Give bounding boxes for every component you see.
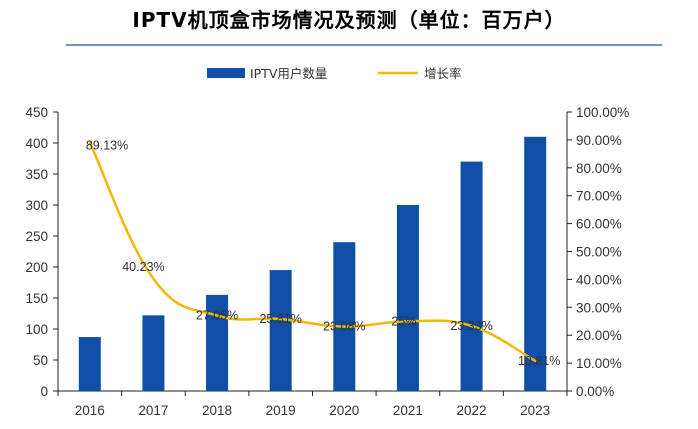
- bar-2023: [524, 136, 547, 391]
- bar-2020: [333, 242, 356, 391]
- x-tick-label: 2021: [393, 403, 423, 418]
- right-tick-label: 10.00%: [576, 356, 622, 371]
- bar-2022: [460, 161, 483, 391]
- left-tick-label: 200: [25, 260, 48, 275]
- right-tick-label: 40.00%: [576, 272, 622, 287]
- left-tick-label: 300: [25, 198, 48, 213]
- left-tick-label: 0: [40, 384, 48, 399]
- legend-bar-label: IPTV用户数量: [250, 66, 327, 81]
- left-tick-label: 100: [25, 322, 48, 337]
- data-labels: 89.13% 40.23% 27.05% 25.81% 23.08% 25% 23.33% 1…: [86, 138, 561, 368]
- right-tick-label: 80.00%: [576, 161, 622, 176]
- legend-bar-swatch: [207, 68, 245, 78]
- right-tick-label: 90.00%: [576, 133, 622, 148]
- right-tick-label: 50.00%: [576, 245, 622, 260]
- growth-label-2020: 23.08%: [323, 320, 365, 334]
- bars: [78, 136, 547, 391]
- right-tick-label: 0.00%: [576, 384, 614, 399]
- x-tick-label: 2017: [138, 403, 168, 418]
- growth-label-2016: 89.13%: [86, 138, 128, 152]
- growth-label-2017: 40.23%: [122, 260, 164, 274]
- x-tick-label: 2022: [457, 403, 487, 418]
- right-tick-label: 100.00%: [576, 105, 629, 120]
- legend-line-label: 增长率: [424, 66, 462, 81]
- chart-title: IPTV机顶盒市场情况及预测（单位：百万户）: [132, 8, 566, 32]
- left-tick-label: 150: [25, 291, 48, 306]
- x-tick-label: 2019: [266, 403, 296, 418]
- right-tick-label: 30.00%: [576, 300, 622, 315]
- growth-label-2019: 25.81%: [259, 312, 301, 326]
- x-tick-label: 2018: [202, 403, 232, 418]
- left-tick-label: 350: [25, 167, 48, 182]
- right-tick-label: 60.00%: [576, 217, 622, 232]
- growth-label-2018: 27.05%: [196, 309, 238, 323]
- legend: IPTV用户数量 增长率: [207, 66, 462, 81]
- growth-label-2021: 25%: [391, 314, 416, 328]
- left-tick-label: 450: [25, 105, 48, 120]
- bar-2021: [396, 205, 419, 391]
- growth-rate-line: [88, 141, 537, 363]
- axes: 0 50 100 150 200 250 300 350 400 450 0.00% 10.00% 20…: [25, 105, 629, 418]
- growth-label-2023: 10.81%: [518, 354, 560, 368]
- growth-label-2022: 23.33%: [450, 319, 492, 333]
- growth-line-group: [88, 141, 537, 363]
- left-tick-label: 50: [33, 353, 48, 368]
- bar-2016: [78, 337, 101, 391]
- bar-2019: [269, 270, 292, 391]
- right-tick-label: 70.00%: [576, 189, 622, 204]
- left-tick-label: 250: [25, 229, 48, 244]
- bar-2017: [142, 315, 165, 391]
- left-tick-label: 400: [25, 136, 48, 151]
- right-tick-label: 20.00%: [576, 328, 622, 343]
- bar-2018: [206, 294, 229, 391]
- x-tick-label: 2023: [520, 403, 550, 418]
- x-tick-label: 2016: [75, 403, 105, 418]
- x-tick-label: 2020: [329, 403, 359, 418]
